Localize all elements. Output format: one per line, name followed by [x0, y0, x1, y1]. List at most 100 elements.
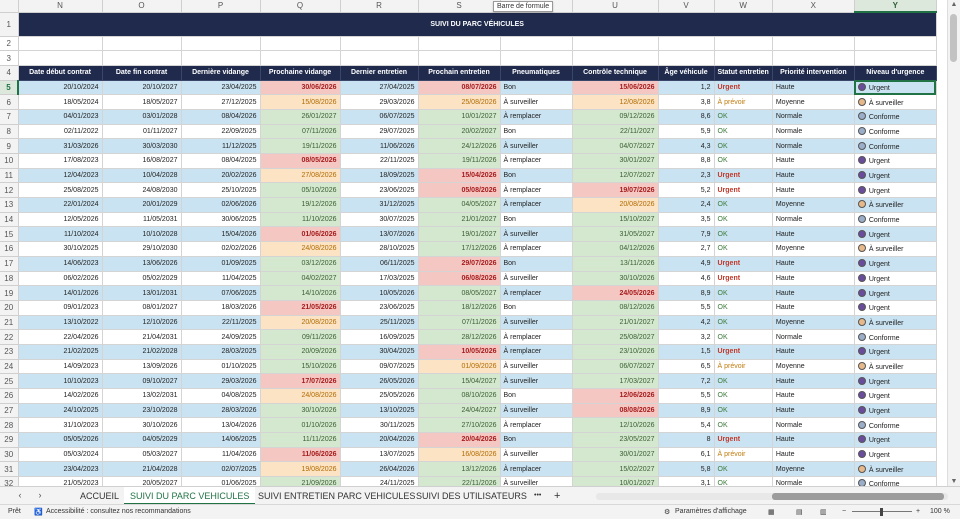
- cell-o[interactable]: 13/09/2026: [102, 359, 182, 375]
- cell-n[interactable]: 11/10/2024: [18, 226, 103, 243]
- cell-q[interactable]: 01/10/2026: [260, 417, 341, 434]
- cell-t[interactable]: Bon: [500, 212, 573, 228]
- cell-t[interactable]: Bon: [500, 256, 573, 272]
- cell-v[interactable]: 5,5: [658, 300, 715, 316]
- column-title[interactable]: Niveau d'urgence: [854, 65, 937, 81]
- row-header[interactable]: 30: [0, 447, 19, 463]
- cell-p[interactable]: 08/04/2025: [181, 153, 261, 169]
- cell-n[interactable]: 22/04/2026: [18, 329, 103, 345]
- column-title[interactable]: Prochaine vidange: [260, 65, 341, 81]
- cell-x[interactable]: Haute: [772, 153, 855, 169]
- cell-p[interactable]: 02/07/2025: [181, 461, 261, 478]
- cell-s[interactable]: 20/04/2026: [418, 432, 501, 448]
- cell-s[interactable]: 25/08/2026: [418, 94, 501, 110]
- cell-x[interactable]: Haute: [772, 300, 855, 316]
- cell-p[interactable]: 11/04/2026: [181, 447, 261, 463]
- cell-w[interactable]: À prévoir: [714, 447, 773, 463]
- cell-v[interactable]: 2,3: [658, 168, 715, 184]
- cell-r[interactable]: 23/06/2025: [340, 300, 419, 316]
- cell-v[interactable]: 6,5: [658, 359, 715, 375]
- empty-cell[interactable]: [854, 50, 937, 66]
- cell-p[interactable]: 04/08/2025: [181, 388, 261, 404]
- page-layout-icon[interactable]: ▤: [796, 509, 803, 516]
- cell-p[interactable]: 24/09/2025: [181, 329, 261, 345]
- cell-x[interactable]: Haute: [772, 285, 855, 301]
- cell-y[interactable]: Conforme: [854, 417, 937, 434]
- cell-t[interactable]: À surveiller: [500, 94, 573, 110]
- row-header[interactable]: 13: [0, 197, 19, 213]
- cell-u[interactable]: 04/12/2026: [572, 241, 659, 257]
- cell-o[interactable]: 30/10/2026: [102, 417, 182, 434]
- cell-p[interactable]: 01/06/2025: [181, 476, 261, 486]
- cell-s[interactable]: 06/08/2026: [418, 271, 501, 287]
- cell-s[interactable]: 22/11/2026: [418, 476, 501, 486]
- cell-u[interactable]: 08/08/2026: [572, 403, 659, 419]
- row-header[interactable]: 28: [0, 417, 19, 434]
- cell-p[interactable]: 15/04/2026: [181, 226, 261, 243]
- cell-v[interactable]: 6,1: [658, 447, 715, 463]
- row-header[interactable]: 11: [0, 168, 19, 184]
- cell-w[interactable]: OK: [714, 226, 773, 243]
- cell-n[interactable]: 02/11/2022: [18, 124, 103, 140]
- row-header[interactable]: 23: [0, 344, 19, 360]
- cell-y[interactable]: À surveiller: [854, 461, 937, 478]
- cell-w[interactable]: OK: [714, 417, 773, 434]
- cell-x[interactable]: Normale: [772, 124, 855, 140]
- cell-s[interactable]: 20/02/2027: [418, 124, 501, 140]
- cell-w[interactable]: OK: [714, 197, 773, 213]
- cell-r[interactable]: 13/07/2026: [340, 226, 419, 243]
- cell-x[interactable]: Moyenne: [772, 359, 855, 375]
- cell-q[interactable]: 11/10/2026: [260, 212, 341, 228]
- cell-o[interactable]: 09/10/2027: [102, 373, 182, 389]
- cell-q[interactable]: 14/10/2026: [260, 285, 341, 301]
- cell-n[interactable]: 10/10/2023: [18, 373, 103, 389]
- cell-q[interactable]: 09/11/2026: [260, 329, 341, 345]
- cell-v[interactable]: 5,2: [658, 182, 715, 199]
- zoom-slider-thumb[interactable]: [880, 508, 883, 516]
- empty-cell[interactable]: [181, 36, 261, 52]
- cell-x[interactable]: Haute: [772, 344, 855, 360]
- cell-n[interactable]: 14/02/2026: [18, 388, 103, 404]
- cell-x[interactable]: Moyenne: [772, 315, 855, 331]
- cell-r[interactable]: 30/04/2025: [340, 344, 419, 360]
- cell-w[interactable]: À prévoir: [714, 94, 773, 110]
- row-header[interactable]: 29: [0, 432, 19, 448]
- cell-s[interactable]: 01/09/2026: [418, 359, 501, 375]
- cell-s[interactable]: 13/12/2026: [418, 461, 501, 478]
- select-all-corner[interactable]: [0, 0, 19, 13]
- cell-q[interactable]: 07/11/2026: [260, 124, 341, 140]
- column-header-v[interactable]: V: [658, 0, 715, 13]
- empty-cell[interactable]: [714, 36, 773, 52]
- cell-x[interactable]: Haute: [772, 271, 855, 287]
- cell-t[interactable]: À surveiller: [500, 447, 573, 463]
- cell-t[interactable]: À remplacer: [500, 153, 573, 169]
- cell-y[interactable]: Conforme: [854, 138, 937, 154]
- cell-n[interactable]: 17/08/2023: [18, 153, 103, 169]
- column-title[interactable]: Dernière vidange: [181, 65, 261, 81]
- cell-v[interactable]: 5,4: [658, 417, 715, 434]
- cell-q[interactable]: 08/05/2026: [260, 153, 341, 169]
- cell-v[interactable]: 3,2: [658, 329, 715, 345]
- tab-suivi-entretien[interactable]: SUIVI ENTRETIEN PARC VEHICULES: [258, 491, 416, 501]
- cell-u[interactable]: 12/10/2026: [572, 417, 659, 434]
- empty-cell[interactable]: [340, 50, 419, 66]
- cell-n[interactable]: 18/05/2024: [18, 94, 103, 110]
- cell-v[interactable]: 8,9: [658, 403, 715, 419]
- cell-n[interactable]: 21/05/2023: [18, 476, 103, 486]
- cell-q[interactable]: 27/08/2026: [260, 168, 341, 184]
- row-header[interactable]: 8: [0, 124, 19, 140]
- cell-y[interactable]: Conforme: [854, 212, 937, 228]
- cell-s[interactable]: 19/11/2026: [418, 153, 501, 169]
- column-title[interactable]: Pneumatiques: [500, 65, 573, 81]
- cell-t[interactable]: Bon: [500, 168, 573, 184]
- cell-p[interactable]: 11/04/2025: [181, 271, 261, 287]
- cell-r[interactable]: 23/06/2025: [340, 182, 419, 199]
- row-header[interactable]: 6: [0, 94, 19, 110]
- normal-view-icon[interactable]: ▦: [768, 509, 775, 516]
- cell-o[interactable]: 29/10/2030: [102, 241, 182, 257]
- cell-w[interactable]: Urgent: [714, 271, 773, 287]
- cell-v[interactable]: 5,9: [658, 124, 715, 140]
- cell-u[interactable]: 23/10/2026: [572, 344, 659, 360]
- cell-x[interactable]: Normale: [772, 109, 855, 125]
- cell-n[interactable]: 12/05/2026: [18, 212, 103, 228]
